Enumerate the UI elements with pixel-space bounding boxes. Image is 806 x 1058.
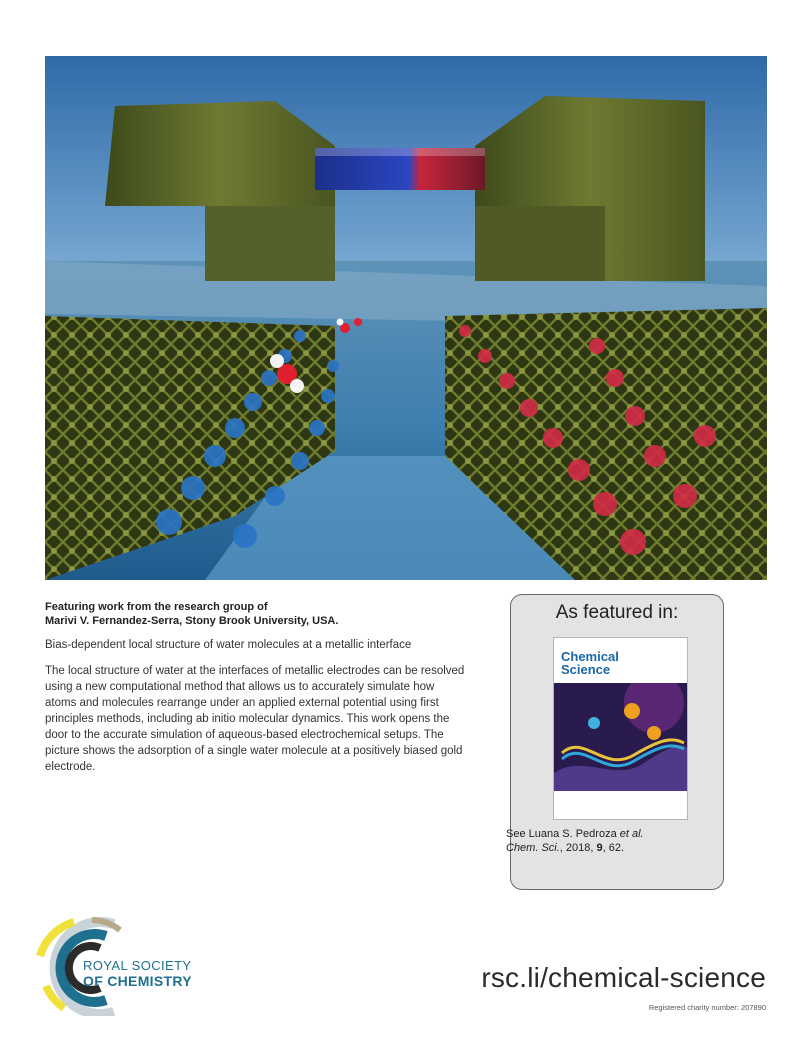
featuring-credit: Featuring work from the research group o… [45, 600, 465, 628]
journal-cover-footer [554, 791, 687, 819]
journal-cover-art [554, 683, 687, 791]
reference-authors: See Luana S. Pedroza [506, 828, 620, 840]
rsc-name-line-1: ROYAL SOCIETY [83, 958, 192, 973]
journal-cover-title: Chemical Science [561, 649, 619, 677]
rsc-name-line-2: OF CHEMISTRY [83, 973, 192, 989]
reference-pages: , 62. [602, 842, 625, 854]
article-summary: Featuring work from the research group o… [45, 600, 465, 775]
reference-year: , 2018, [559, 842, 597, 854]
reference-journal: Chem. Sci. [506, 842, 560, 854]
featuring-line-2: Marivi V. Fernandez-Serra, Stony Brook U… [45, 615, 339, 627]
reference-volume: 9 [596, 842, 603, 854]
rsc-logo-icon [36, 917, 122, 1016]
featured-heading: As featured in: [555, 602, 679, 623]
reference-line-2: Chem. Sci., 2018, 9, 62. [506, 841, 718, 855]
reference-line-1: See Luana S. Pedroza et al. [506, 827, 718, 841]
featured-in-panel: As featured in: Chemical Science See Lua… [506, 594, 724, 890]
cover-illustration [45, 56, 767, 580]
abstract-text: The local structure of water at the inte… [45, 665, 465, 773]
journal-cover-thumbnail[interactable]: Chemical Science [553, 637, 688, 820]
featuring-line-1: Featuring work from the research group o… [45, 601, 268, 613]
reference-etal: et al. [619, 828, 644, 840]
paper-title: Bias-dependent local structure of water … [45, 639, 412, 651]
journal-url-link[interactable]: rsc.li/chemical-science [481, 962, 766, 993]
charity-number: Registered charity number: 207890 [648, 1003, 766, 1012]
